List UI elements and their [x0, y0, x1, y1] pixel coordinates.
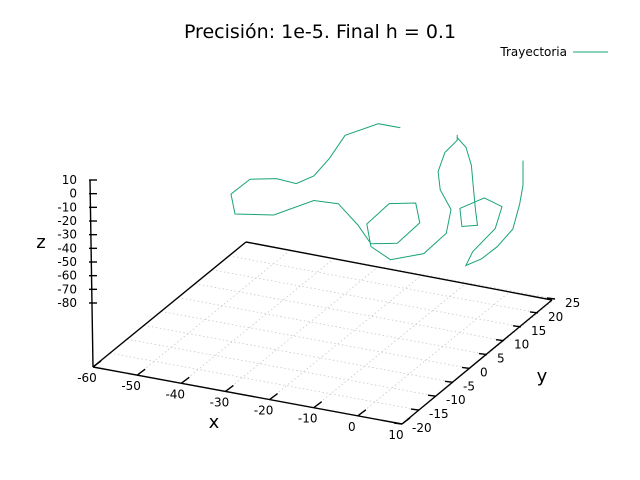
- legend: Trayectoria: [499, 45, 608, 59]
- z-tick-label: -10: [57, 200, 77, 214]
- left-edge-line: [92, 241, 247, 368]
- x-axis-line: [92, 366, 403, 425]
- z-tick-label: -80: [57, 296, 77, 310]
- x-tick-mark: [92, 360, 102, 368]
- back-edge-line: [245, 241, 553, 301]
- y-tick-mark: [512, 325, 522, 328]
- x-tick-label: -60: [77, 371, 97, 385]
- x-tick-mark: [313, 401, 323, 409]
- trajectory-line: [230, 123, 524, 267]
- z-tick-label: -20: [57, 214, 77, 228]
- z-ticks: 100-10-20-30-40-50-60-70-80: [57, 173, 97, 310]
- x-tick-mark: [225, 384, 234, 392]
- y-tick-label: -10: [446, 393, 466, 407]
- grid-line-y: [177, 297, 488, 355]
- grid-line-y: [194, 283, 505, 342]
- z-tick-label: -30: [57, 228, 77, 242]
- y-tick-label: 15: [531, 324, 546, 338]
- grid-line-x: [357, 290, 512, 417]
- x-tick-label: -40: [165, 387, 185, 401]
- y-tick-mark: [393, 422, 403, 425]
- grid-line-y: [211, 269, 522, 328]
- z-tick-label: 0: [69, 187, 77, 201]
- grid-line-y: [160, 311, 471, 369]
- z-axis-line: [89, 179, 94, 368]
- axes: [89, 179, 553, 425]
- y-tick-label: 25: [565, 296, 580, 310]
- y-tick-label: 0: [480, 365, 488, 379]
- z-axis-label: z: [36, 232, 45, 253]
- y-tick-label: 5: [497, 352, 505, 366]
- x-tick-mark: [357, 409, 367, 417]
- z-tick-label: -50: [57, 255, 77, 269]
- x-axis-label: x: [209, 412, 220, 433]
- grid-line-y: [126, 338, 437, 397]
- z-tick-label: 10: [62, 173, 77, 187]
- y-tick-label: 20: [548, 310, 563, 324]
- y-tick-label: -5: [463, 379, 475, 393]
- y-axis-line: [401, 299, 553, 425]
- x-tick-label: -20: [254, 404, 274, 418]
- y-tick-mark: [410, 408, 420, 411]
- x-tick-mark: [180, 376, 190, 384]
- y-tick-mark: [546, 297, 556, 300]
- grid-line-y: [109, 352, 420, 411]
- x-tick-label: -50: [121, 379, 141, 393]
- grid-line-x: [181, 257, 335, 384]
- grid-line-x: [136, 249, 291, 376]
- z-tick-label: -70: [57, 282, 77, 296]
- z-tick-label: -40: [57, 241, 77, 255]
- y-tick-mark: [461, 366, 471, 370]
- x-tick-label: 0: [348, 420, 356, 434]
- chart-title: Precisión: 1e-5. Final h = 0.1: [184, 21, 456, 43]
- y-tick-mark: [529, 311, 539, 314]
- grid-line-x: [269, 274, 423, 400]
- grid-line-y: [143, 324, 454, 383]
- x-tick-label: -10: [298, 412, 318, 426]
- x-tick-label: 10: [388, 428, 403, 442]
- z-tick-label: -60: [57, 269, 77, 283]
- x-tick-mark: [269, 393, 278, 401]
- x-tick-label: -30: [210, 395, 230, 409]
- grid-line-x: [313, 282, 467, 409]
- grid-line-y: [228, 255, 539, 314]
- y-tick-label: -15: [429, 407, 449, 421]
- x-ticks: -60 -50 -40 -30 -20 -10 0 10: [77, 360, 411, 442]
- x-tick-mark: [401, 417, 411, 425]
- y-tick-mark: [495, 338, 505, 342]
- y-tick-label: 10: [514, 338, 529, 352]
- base-grid: [92, 241, 556, 425]
- grid-line-x: [225, 266, 379, 392]
- y-tick-mark: [427, 394, 437, 397]
- y-axis-label: y: [537, 366, 548, 387]
- y-tick-label: -20: [412, 421, 432, 435]
- y-tick-mark: [478, 352, 488, 356]
- y-tick-mark: [444, 380, 454, 384]
- legend-label: Trayectoria: [499, 45, 567, 59]
- x-tick-mark: [136, 368, 146, 376]
